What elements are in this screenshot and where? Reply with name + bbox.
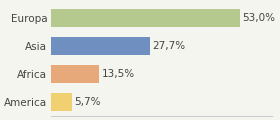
Text: 13,5%: 13,5%: [102, 69, 135, 79]
Text: 27,7%: 27,7%: [153, 41, 186, 51]
Bar: [52, 37, 150, 55]
Text: 53,0%: 53,0%: [242, 13, 276, 23]
Bar: [52, 93, 72, 111]
Text: 5,7%: 5,7%: [74, 97, 101, 107]
Bar: [52, 9, 240, 27]
Bar: [52, 65, 99, 83]
